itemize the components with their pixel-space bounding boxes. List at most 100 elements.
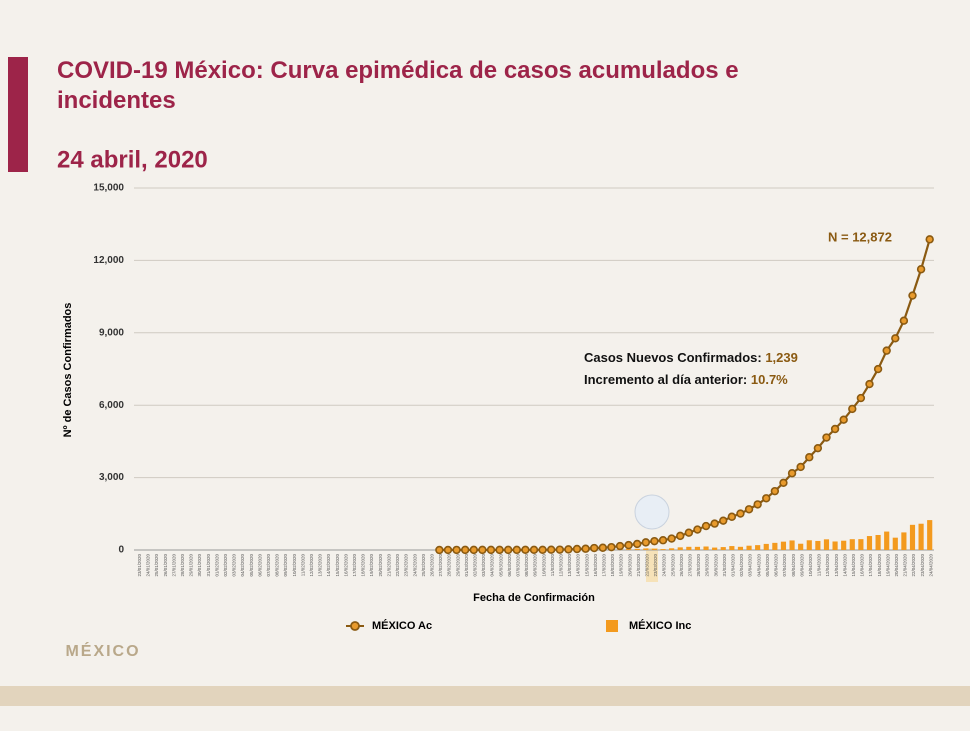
marker bbox=[615, 541, 625, 551]
legend-label: MÉXICO Ac bbox=[372, 619, 432, 632]
x-tick-label: 04/03/2020 bbox=[490, 554, 495, 577]
bar bbox=[746, 545, 752, 550]
x-tick-label: 13/02/2020 bbox=[318, 554, 323, 577]
x-tick-label: 29/03/2020 bbox=[705, 554, 710, 577]
marker bbox=[916, 265, 926, 274]
bar bbox=[694, 546, 701, 550]
bar bbox=[660, 549, 666, 550]
y-tick-label: 0 bbox=[118, 545, 124, 556]
marker bbox=[452, 545, 461, 555]
footer-band bbox=[0, 686, 970, 706]
chart-title: COVID-19 México: Curva epimédica de caso… bbox=[57, 57, 739, 114]
bar bbox=[858, 539, 864, 550]
x-tick-label: 23/02/2020 bbox=[404, 554, 409, 577]
marker bbox=[727, 512, 737, 521]
bar bbox=[927, 520, 933, 550]
bar bbox=[712, 547, 718, 550]
marker bbox=[719, 516, 728, 525]
marker bbox=[744, 505, 754, 514]
legend-swatch bbox=[606, 620, 618, 632]
y-tick-label: 15,000 bbox=[93, 183, 124, 194]
x-tick-label: 24/04/2020 bbox=[928, 554, 933, 577]
x-tick-label: 22/04/2020 bbox=[911, 554, 916, 577]
x-tick-label: 17/04/2020 bbox=[868, 554, 873, 577]
x-tick-label: 03/04/2020 bbox=[748, 554, 753, 577]
bar bbox=[823, 539, 830, 550]
title-line: COVID-19 México: Curva epimédica de caso… bbox=[57, 57, 739, 84]
marker bbox=[435, 545, 444, 555]
x-tick-label: 14/03/2020 bbox=[576, 554, 581, 577]
chart-subtitle: 24 abril, 2020 bbox=[57, 146, 208, 173]
x-tick-label: 31/01/2020 bbox=[206, 554, 211, 577]
bar bbox=[643, 548, 649, 550]
bar bbox=[720, 547, 726, 550]
x-tick-label: 04/04/2020 bbox=[756, 554, 761, 577]
x-tick-label: 09/04/2020 bbox=[799, 554, 804, 577]
marker bbox=[581, 544, 590, 553]
x-tick-label: 11/02/2020 bbox=[300, 554, 305, 577]
marker bbox=[503, 545, 513, 555]
x-tick-label: 26/02/2020 bbox=[429, 554, 434, 577]
y-axis-label: Nº de Casos Confirmados bbox=[62, 303, 74, 438]
x-axis-label: Fecha de Confirmación bbox=[473, 592, 595, 604]
x-tick-label: 04/02/2020 bbox=[240, 554, 245, 577]
x-tick-label: 14/02/2020 bbox=[326, 554, 331, 577]
marker bbox=[684, 528, 694, 537]
bar bbox=[780, 541, 787, 550]
x-tick-label: 23/01/2020 bbox=[137, 554, 142, 577]
marker bbox=[856, 393, 866, 403]
marker bbox=[529, 545, 539, 555]
x-tick-label: 15/03/2020 bbox=[584, 554, 589, 577]
marker bbox=[710, 519, 719, 528]
x-tick-label: 16/03/2020 bbox=[593, 554, 598, 577]
x-tick-label: 11/03/2020 bbox=[550, 554, 555, 577]
x-tick-label: 20/02/2020 bbox=[378, 554, 383, 577]
marker bbox=[495, 545, 504, 555]
x-tick-label: 13/04/2020 bbox=[834, 554, 839, 577]
x-tick-label: 20/04/2020 bbox=[894, 554, 899, 577]
marker bbox=[624, 540, 633, 550]
new-cases: Casos Nuevos Confirmados: 1,239 bbox=[584, 350, 798, 365]
marker bbox=[460, 545, 470, 555]
x-tick-label: 29/02/2020 bbox=[455, 554, 460, 577]
x-tick-label: 21/02/2020 bbox=[386, 554, 391, 577]
x-tick-label: 06/02/2020 bbox=[257, 554, 262, 577]
marker bbox=[701, 521, 711, 531]
marker bbox=[607, 542, 616, 552]
legend-swatch bbox=[350, 621, 360, 631]
inc-value: 10.7% bbox=[751, 372, 788, 387]
x-tick-label: 16/04/2020 bbox=[860, 554, 865, 577]
x-tick-label: 19/04/2020 bbox=[885, 554, 890, 577]
y-tick-label: 9,000 bbox=[99, 327, 124, 338]
marker bbox=[555, 545, 565, 554]
x-tick-label: 26/01/2020 bbox=[163, 554, 168, 577]
increase: Incremento al día anterior: 10.7% bbox=[584, 372, 788, 387]
marker bbox=[753, 500, 762, 509]
marker bbox=[512, 545, 521, 555]
x-tick-label: 12/04/2020 bbox=[825, 554, 830, 577]
x-tick-label: 24/01/2020 bbox=[146, 554, 151, 577]
bar bbox=[866, 536, 873, 550]
bar bbox=[651, 548, 658, 550]
bar bbox=[703, 546, 709, 550]
bar bbox=[841, 540, 847, 550]
x-tick-label: 18/03/2020 bbox=[610, 554, 615, 577]
x-tick-label: 27/03/2020 bbox=[688, 554, 693, 577]
marker bbox=[538, 545, 547, 555]
x-tick-label: 31/03/2020 bbox=[722, 554, 727, 577]
marker bbox=[770, 486, 780, 496]
x-tick-label: 22/02/2020 bbox=[395, 554, 400, 577]
x-tick-label: 03/02/2020 bbox=[232, 554, 237, 577]
bar bbox=[884, 531, 890, 550]
x-tick-label: 27/01/2020 bbox=[171, 554, 176, 577]
bar bbox=[806, 540, 812, 550]
bar bbox=[626, 549, 632, 550]
marker bbox=[830, 424, 840, 434]
marker bbox=[521, 545, 530, 555]
x-tick-label: 15/02/2020 bbox=[335, 554, 340, 577]
marker bbox=[676, 531, 685, 541]
x-tick-label: 01/02/2020 bbox=[214, 554, 219, 577]
x-tick-label: 11/04/2020 bbox=[817, 554, 822, 577]
x-tick-label: 16/02/2020 bbox=[343, 554, 348, 577]
